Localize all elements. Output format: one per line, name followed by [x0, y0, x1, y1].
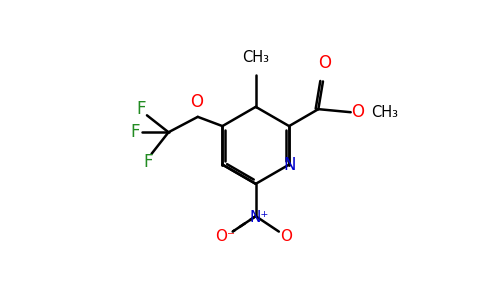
Text: F: F	[130, 123, 139, 141]
Text: F: F	[144, 152, 153, 170]
Text: N: N	[284, 156, 296, 174]
Text: F: F	[136, 100, 146, 118]
Text: CH₃: CH₃	[371, 105, 398, 120]
Text: CH₃: CH₃	[242, 50, 269, 65]
Text: O: O	[190, 93, 203, 111]
Text: O: O	[318, 54, 331, 72]
Text: N⁺: N⁺	[249, 210, 269, 225]
Text: O⁻: O⁻	[215, 229, 235, 244]
Text: O: O	[351, 103, 363, 121]
Text: O: O	[281, 229, 292, 244]
